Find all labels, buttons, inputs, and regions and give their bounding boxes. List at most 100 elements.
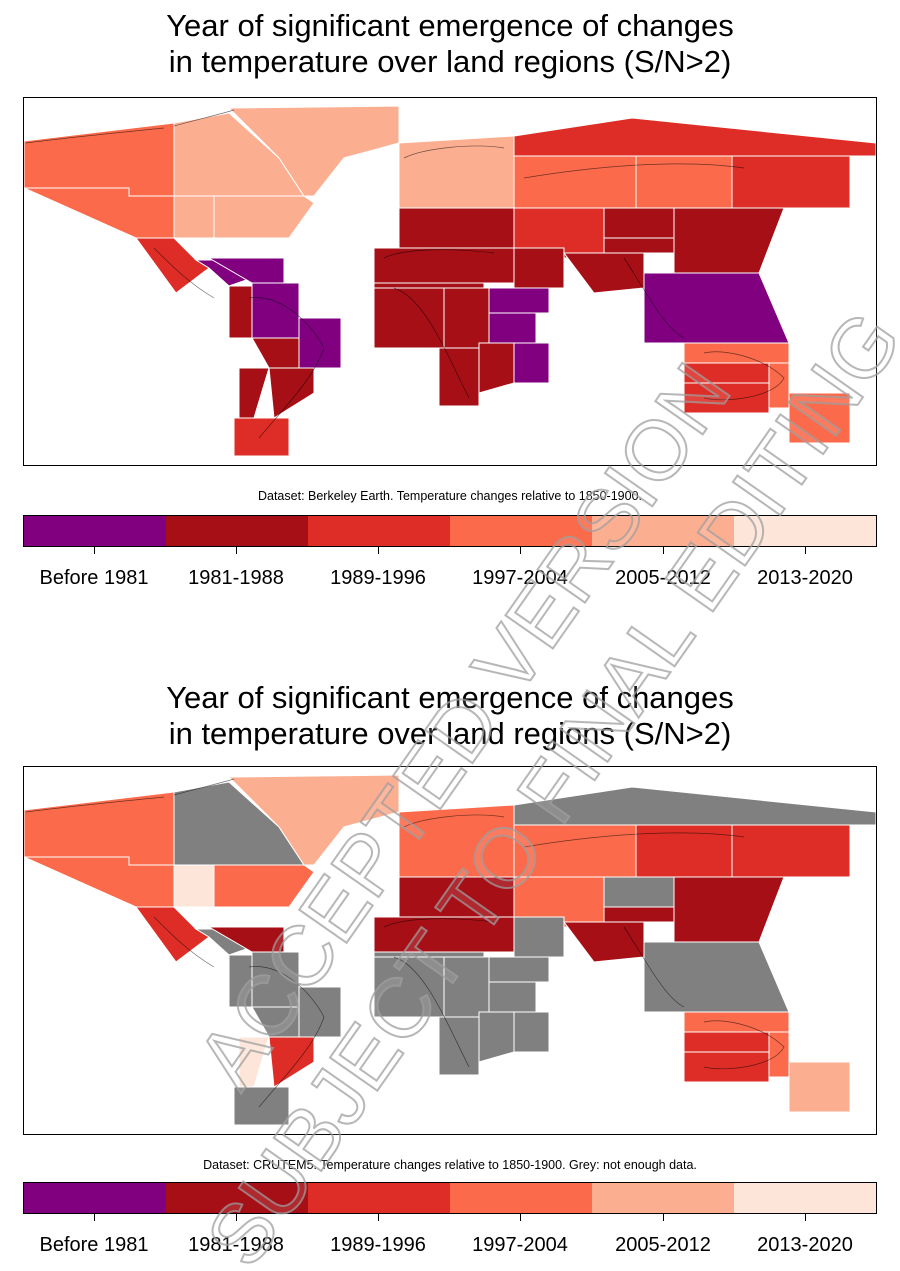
region-sah (373, 951, 485, 958)
colorbar-tick (520, 547, 521, 554)
colorbar-ticks (23, 1214, 877, 1222)
region-gic (227, 774, 400, 866)
colorbar-swatch-1997-2004 (450, 1183, 592, 1213)
region-sam (251, 337, 300, 369)
region-nau (683, 1011, 790, 1033)
region-sea (643, 941, 790, 1013)
region-arp (513, 247, 565, 289)
region-eca (603, 207, 675, 239)
colorbar-labels: Before 1981 1981-1988 1989-1996 1997-200… (23, 567, 877, 591)
region-sau (683, 1051, 770, 1083)
dataset-caption: Dataset: CRUTEM5. Temperature changes re… (203, 1158, 697, 1172)
region-med (373, 247, 515, 284)
colorbar-tick (520, 1214, 521, 1221)
region-nca (135, 906, 210, 963)
colorbar-tick (378, 547, 379, 554)
region-ses (268, 367, 315, 419)
region-wsb (513, 155, 637, 209)
region-neaf (488, 287, 550, 314)
region-mdg (513, 1011, 550, 1053)
region-cau (683, 1031, 770, 1053)
map-title-line-2: in temperature over land regions (S/N>2) (168, 44, 732, 79)
region-ena (213, 195, 315, 239)
region-rar (513, 786, 876, 826)
map-title: Year of significant emergence of changes… (0, 680, 900, 752)
region-sas (563, 252, 645, 294)
region-gic (227, 105, 400, 197)
colorbar-swatch-2005-2012 (592, 516, 734, 546)
region-nwn (24, 122, 175, 197)
map-title: Year of significant emergence of changes… (0, 8, 900, 80)
colorbar-tick (805, 547, 806, 554)
region-nws (228, 285, 253, 339)
region-mdg (513, 342, 550, 384)
region-wce (398, 876, 515, 918)
region-nau (683, 342, 790, 364)
region-eas (673, 207, 785, 274)
colorbar-swatch-1997-2004 (450, 516, 592, 546)
region-caf (443, 956, 490, 1018)
region-wsb (513, 824, 637, 878)
world-map (23, 97, 877, 466)
region-nes (298, 317, 342, 369)
region-ena (213, 864, 315, 908)
region-sea (643, 272, 790, 344)
world-map (23, 766, 877, 1135)
colorbar-labels: Before 1981 1981-1988 1989-1996 1997-200… (23, 1234, 877, 1258)
dataset-caption: Dataset: Berkeley Earth. Temperature cha… (257, 489, 643, 503)
colorbar-tick (236, 1214, 237, 1221)
colorbar-label-1997-2004: 1997-2004 (472, 567, 568, 589)
colorbar-swatch-before-1981 (24, 516, 166, 546)
region-cna (173, 864, 215, 908)
colorbar-swatch-1981-1988 (166, 1183, 308, 1213)
region-nz (788, 392, 851, 444)
colorbar-tick (663, 1214, 664, 1221)
panel-crutem5: Year of significant emergence of changes… (0, 668, 900, 1271)
colorbar (23, 515, 877, 547)
coastline (25, 109, 785, 439)
region-neaf (488, 956, 550, 983)
region-seaf (488, 981, 537, 1013)
colorbar-label-2013-2020: 2013-2020 (757, 567, 853, 589)
region-eau (768, 1031, 790, 1078)
colorbar-tick (378, 1214, 379, 1221)
colorbar-label-1981-1988: 1981-1988 (188, 567, 284, 589)
region-rfe (731, 824, 851, 878)
colorbar-swatch-2013-2020 (734, 516, 876, 546)
region-nes (298, 986, 342, 1038)
colorbar-label-before-1981: Before 1981 (39, 567, 149, 589)
region-eau (768, 362, 790, 409)
region-sau (683, 382, 770, 414)
region-caf (443, 287, 490, 349)
colorbar-label-2013-2020: 2013-2020 (757, 1234, 853, 1256)
colorbar-label-2005-2012: 2005-2012 (615, 1234, 711, 1256)
colorbar-tick (805, 1214, 806, 1221)
region-wna (24, 856, 175, 908)
world-map-svg (24, 105, 876, 457)
colorbar-label-2005-2012: 2005-2012 (615, 567, 711, 589)
region-wce (398, 207, 515, 249)
colorbar-swatch-1981-1988 (166, 516, 308, 546)
region-esaf (478, 342, 515, 394)
colorbar-label-before-1981: Before 1981 (39, 1234, 149, 1256)
colorbar-label-1997-2004: 1997-2004 (472, 1234, 568, 1256)
region-arp (513, 916, 565, 958)
region-med (373, 916, 515, 953)
region-cau (683, 362, 770, 384)
region-sam (251, 1006, 300, 1038)
region-nz (788, 1061, 851, 1113)
colorbar-label-1981-1988: 1981-1988 (188, 1234, 284, 1256)
region-nca (135, 237, 210, 294)
map-title-line-2: in temperature over land regions (S/N>2) (168, 716, 732, 751)
region-seaf (488, 312, 537, 344)
region-nwn (24, 791, 175, 866)
region-sah (373, 282, 485, 289)
region-wna (24, 187, 175, 239)
colorbar-label-1989-1996: 1989-1996 (330, 1234, 426, 1256)
world-map-svg (24, 774, 876, 1126)
region-tib (603, 906, 675, 923)
colorbar-label-1989-1996: 1989-1996 (330, 567, 426, 589)
colorbar-swatch-1989-1996 (308, 1183, 450, 1213)
colorbar (23, 1182, 877, 1214)
colorbar-tick (663, 547, 664, 554)
